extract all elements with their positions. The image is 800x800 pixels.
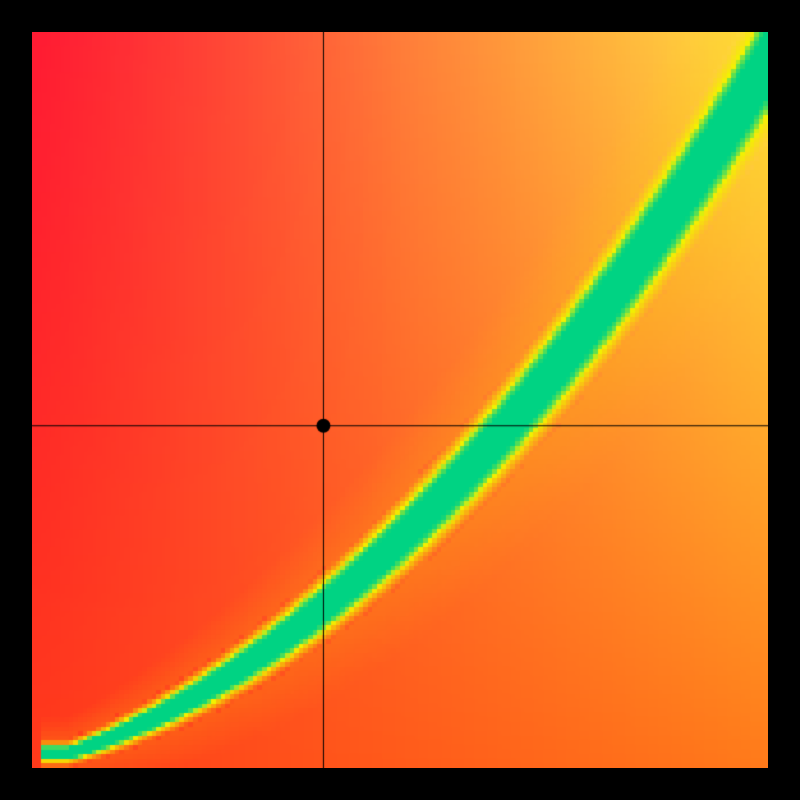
watermark-text: TheBottleneck.com: [567, 6, 770, 32]
heatmap-canvas: [32, 32, 768, 768]
bottleneck-heatmap: [32, 32, 768, 768]
